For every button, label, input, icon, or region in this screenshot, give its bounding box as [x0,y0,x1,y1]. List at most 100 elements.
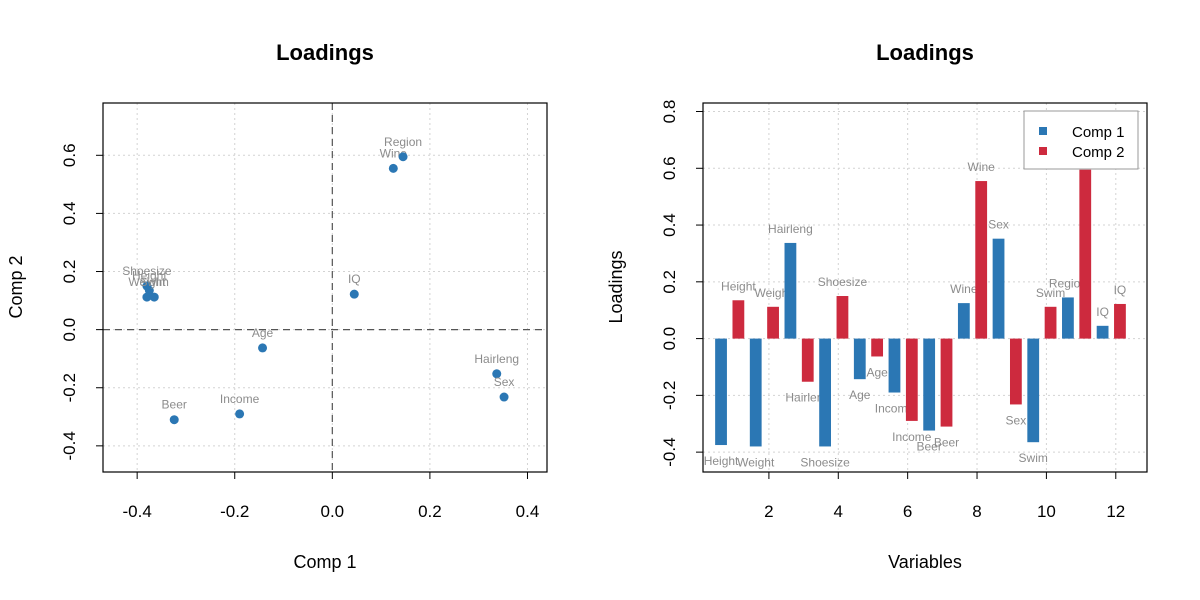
scatter-x-tick-label: 0.2 [418,502,442,521]
scatter-point-sex [499,392,509,402]
bar-label-comp-1-wine: Wine [950,282,978,296]
bar-label-comp-1-age: Age [849,388,871,402]
scatter-y-axis-label: Comp 2 [6,255,26,318]
legend-swatch-comp1 [1039,127,1047,135]
bar-x-tick-label: 6 [903,502,912,521]
bar-comp-2-region [1079,169,1092,339]
bar-comp-1-height [715,338,727,446]
bar-comp-1-income [888,338,901,393]
bar-panel: Loadings Variables Loadings Height Height… [606,40,1148,572]
bar-comp-2-iq [1114,303,1126,339]
bar-label-comp-2-hairleng: Hairleng [785,391,830,405]
bar-title: Loadings [876,40,974,65]
scatter-x-tick-label: 0.0 [320,502,344,521]
scatter-y-ticks: -0.4 -0.2 0.0 0.2 0.4 0.6 [60,143,103,460]
scatter-point-label-iq: IQ [348,272,361,286]
scatter-point-label-region: Region [384,135,422,149]
bar-label-comp-1-hairleng: Hairleng [768,222,813,236]
legend-box [1023,110,1139,170]
scatter-y-tick-label: 0.2 [60,260,79,284]
bar-comp-2-weight [767,306,779,339]
bar-x-tick-label: 12 [1106,502,1125,521]
bar-x-tick-label: 10 [1037,502,1056,521]
bar-label-comp-1-beer: Beer [916,440,941,454]
scatter-point-label-hairleng: Hairleng [474,352,519,366]
scatter-x-tick-label: 0.4 [516,502,540,521]
bar-label-comp-2-iq: IQ [1114,283,1127,297]
scatter-point-hairleng [492,369,502,379]
scatter-point-shoesize [142,281,152,291]
bar-x-tick-label: 8 [972,502,981,521]
scatter-plot-frame [102,102,548,473]
scatter-point-beer [169,415,179,425]
bar-y-tick-label: 0.4 [660,213,679,237]
scatter-panel: Loadings Comp 1 Comp 2 HeightWeightHairl… [6,40,548,572]
bar-label-comp-2-age: Age [866,365,888,379]
bar-label-comp-2-sex: Sex [1006,413,1027,427]
bar-comp-1-beer [923,338,936,431]
scatter-y-tick-label: 0.6 [60,143,79,167]
bar-comp-1-shoesize [819,338,831,447]
scatter-point-iq [349,289,359,299]
bar-x-tick-label: 4 [834,502,843,521]
bar-y-tick-label: 0.0 [660,327,679,351]
bar-label-comp-2-height: Height [721,279,756,293]
scatter-point-label-beer: Beer [162,398,187,412]
bar-comp-2-wine [975,181,988,339]
bar-comp-2-shoesize [836,296,849,339]
bar-x-axis-label: Variables [888,552,962,572]
bar-label-comp-1-height: Height [704,454,739,468]
bar-label-comp-1-sex: Sex [988,218,1009,232]
scatter-y-tick-label: 0.4 [60,202,79,226]
bar-comp-1-wine [957,303,970,339]
bar-y-tick-label: 0.2 [660,270,679,294]
bar-y-tick-label: -0.2 [660,381,679,410]
bar-x-ticks: 2 4 6 8 10 12 [764,472,1125,521]
legend-swatch-comp2 [1039,147,1047,155]
scatter-point-label-age: Age [252,326,274,340]
bar-y-tick-label: -0.4 [660,437,679,466]
bar-label-comp-1-region: Region [1049,276,1087,290]
scatter-point-label-sex: Sex [494,375,515,389]
scatter-point-label-swim: Swim [140,275,169,289]
bar-label-comp-1-iq: IQ [1096,305,1109,319]
bar-comp-1-sex [992,238,1005,339]
scatter-point-label-shoesize: Shoesize [122,264,172,278]
scatter-point-swim [149,292,159,302]
bar-plot-frame [702,102,1148,473]
scatter-x-ticks: -0.4 -0.2 0.0 0.2 0.4 [123,472,540,521]
bar-comp-2-swim [1044,306,1057,339]
bar-label-comp-1-weight: Weight [737,455,775,469]
bar-label-comp-1-shoesize: Shoesize [800,455,850,469]
scatter-point-weight [142,292,152,302]
scatter-point-age [258,343,268,353]
scatter-y-tick-label: -0.4 [60,431,79,460]
bar-label-comp-2-swim: Swim [1036,286,1065,300]
bar-label-comp-2-shoesize: Shoesize [818,275,868,289]
scatter-x-axis-label: Comp 1 [293,552,356,572]
scatter-reference-lines [103,103,547,472]
bar-comp-2-beer [940,338,953,427]
scatter-gridlines [103,103,547,472]
scatter-title: Loadings [276,40,374,65]
bar-comp-1-weight [749,338,762,447]
bar-y-tick-label: 0.8 [660,100,679,124]
bar-y-tick-label: 0.6 [660,156,679,180]
bar-comp-2-income [905,338,918,421]
bar-marks: HeightHeightWeightWeightHairlengHairleng… [704,149,1127,470]
scatter-y-tick-label: -0.2 [60,373,79,402]
bar-comp-2-sex [1009,338,1022,405]
bar-y-ticks: -0.4 -0.2 0.0 0.2 0.4 0.6 0.8 [660,100,703,467]
scatter-x-tick-label: -0.2 [220,502,249,521]
bar-comp-2-hairleng [801,338,814,382]
bar-y-axis-label: Loadings [606,250,626,323]
scatter-x-tick-label: -0.4 [123,502,152,521]
scatter-point-label-height: Height [132,268,167,282]
bar-x-tick-label: 2 [764,502,773,521]
scatter-point-wine [388,163,398,173]
bar-comp-2-age [871,338,884,357]
scatter-points: HeightWeightHairlengShoesizeAgeIncomeBee… [122,135,519,425]
bar-comp-1-hairleng [784,242,797,339]
bar-label-comp-2-income: Income [892,430,932,444]
